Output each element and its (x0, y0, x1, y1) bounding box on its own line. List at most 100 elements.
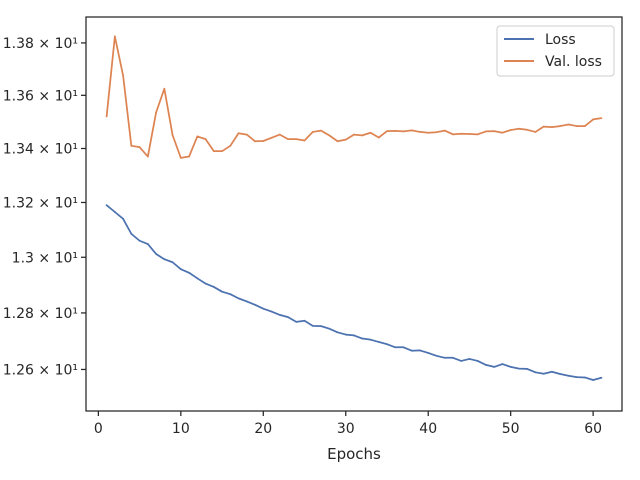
data-point (155, 253, 157, 255)
data-point (262, 307, 265, 310)
data-point (526, 367, 529, 370)
data-point (559, 373, 562, 375)
data-point (567, 123, 570, 126)
data-point (171, 261, 174, 264)
data-point (468, 358, 471, 360)
data-point (344, 138, 347, 141)
data-point (113, 35, 116, 38)
data-point (592, 118, 595, 121)
data-point (567, 374, 570, 377)
data-point (493, 130, 496, 133)
data-point (336, 140, 339, 143)
data-point (320, 129, 322, 132)
data-point (105, 204, 108, 207)
y-tick-label: 1.38 × 10¹ (3, 36, 78, 52)
data-point (600, 117, 603, 119)
data-point (476, 133, 479, 136)
data-point (361, 337, 364, 340)
data-point (138, 146, 141, 149)
data-point (270, 136, 273, 139)
data-point (122, 217, 125, 220)
data-point (344, 333, 347, 336)
data-point (526, 128, 529, 131)
plot-area (105, 35, 603, 381)
data-point (163, 87, 166, 90)
data-point (386, 343, 388, 346)
series-points-1 (105, 35, 603, 159)
data-point (443, 129, 446, 132)
data-point (419, 131, 421, 133)
data-point (336, 331, 339, 334)
data-point (303, 139, 306, 142)
data-point (600, 376, 603, 379)
data-point (204, 138, 207, 141)
data-point (435, 354, 438, 357)
data-point (394, 129, 397, 132)
data-point (583, 376, 586, 379)
data-point (369, 131, 372, 134)
legend-label-val-loss: Val. loss (545, 54, 602, 70)
data-point (146, 155, 149, 158)
data-point (575, 125, 578, 127)
data-point (559, 125, 562, 127)
data-point (460, 132, 463, 135)
data-point (171, 134, 174, 137)
x-tick-label: 50 (502, 421, 520, 437)
data-point (468, 133, 471, 135)
x-tick-label: 20 (254, 421, 272, 437)
data-point (328, 134, 331, 137)
x-tick-label: 10 (172, 421, 190, 437)
data-point (311, 324, 314, 327)
data-point (320, 325, 322, 328)
data-point (410, 349, 413, 352)
data-point (155, 111, 157, 114)
data-point (278, 133, 281, 136)
data-point (270, 310, 273, 313)
y-tick-label: 1.32 × 10¹ (3, 195, 78, 211)
data-point (509, 365, 512, 368)
data-point (212, 286, 215, 288)
data-point (113, 211, 116, 213)
x-tick-label: 0 (94, 421, 103, 437)
data-point (551, 370, 553, 373)
x-tick-label: 40 (419, 421, 437, 437)
data-point (402, 130, 405, 133)
data-point (551, 126, 553, 129)
data-point (435, 131, 438, 134)
y-tick-label: 1.26 × 10¹ (3, 362, 78, 378)
series-points-0 (105, 204, 603, 381)
data-point (501, 363, 504, 365)
data-point (419, 349, 421, 352)
data-point (485, 130, 487, 133)
data-point (501, 131, 504, 134)
x-tick-label: 30 (337, 421, 355, 437)
data-point (146, 243, 149, 245)
y-tick-label: 1.34 × 10¹ (3, 141, 78, 157)
data-point (485, 364, 487, 366)
data-point (377, 136, 380, 139)
data-point (212, 150, 215, 153)
data-point (122, 74, 125, 77)
data-point (196, 277, 199, 280)
data-point (518, 127, 520, 130)
data-point (394, 346, 397, 349)
axis-ticks: 0 10 20 30 40 50 60 1.26 × 10¹ 1.28 × 10¹ 1.3 × 1… (3, 36, 602, 437)
data-point (287, 138, 289, 141)
x-axis-label: Epochs (327, 445, 381, 463)
data-point (452, 356, 454, 359)
data-point (254, 140, 256, 143)
data-point (179, 156, 182, 159)
data-point (369, 338, 372, 341)
data-point (188, 155, 190, 158)
data-point (295, 138, 298, 141)
axes-frame (85, 16, 623, 412)
data-point (204, 282, 207, 285)
data-point (452, 133, 454, 136)
data-point (427, 352, 430, 354)
data-point (295, 321, 298, 323)
data-point (138, 239, 141, 242)
y-tick-label: 1.3 × 10¹ (12, 250, 78, 266)
data-point (130, 232, 133, 235)
